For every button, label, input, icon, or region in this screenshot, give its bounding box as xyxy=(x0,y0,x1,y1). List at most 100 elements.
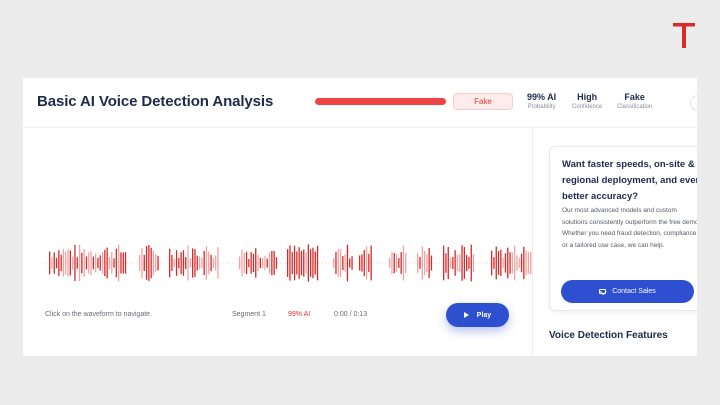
waveform-bar xyxy=(507,247,509,279)
stat-probability-label: Probability xyxy=(527,104,556,110)
waveform-bar xyxy=(419,257,421,269)
waveform-bar xyxy=(312,247,314,279)
waveform-bar xyxy=(152,250,155,276)
waveform-bar xyxy=(104,250,106,277)
contact-sales-button[interactable]: Contact Sales xyxy=(561,280,694,303)
waveform-bar xyxy=(192,248,194,278)
waveform-bar xyxy=(305,252,307,274)
waveform-bar xyxy=(198,256,201,270)
waveform-bar xyxy=(530,251,532,275)
waveform-bar xyxy=(194,249,196,277)
waveform-bar xyxy=(90,250,92,276)
info-circle-icon[interactable] xyxy=(690,95,697,111)
promo-title: Want faster speeds, on-site & regional d… xyxy=(562,159,697,202)
waveform-bar xyxy=(248,258,250,268)
waveform-bar xyxy=(58,250,60,276)
waveform-bar xyxy=(307,244,309,282)
waveform-bar xyxy=(361,254,363,272)
waveform-bar xyxy=(203,250,205,275)
waveform-bar xyxy=(527,252,530,274)
waveform-bar xyxy=(430,255,433,271)
waveform-bar xyxy=(85,256,88,270)
waveform-bar xyxy=(391,251,393,275)
waveform-bar xyxy=(349,258,351,268)
play-button-label: Play xyxy=(476,311,492,319)
waveform-bar xyxy=(316,245,319,281)
waveform-bar xyxy=(443,245,445,281)
contact-sales-label: Contact Sales xyxy=(612,288,656,295)
play-button[interactable]: Play xyxy=(446,303,509,327)
waveform-bar xyxy=(124,252,127,274)
waveform-bar xyxy=(65,251,67,275)
waveform-bar xyxy=(120,252,122,274)
segment-label: Segment 1 xyxy=(232,311,266,318)
waveform-bar xyxy=(463,247,465,279)
waveform-bar xyxy=(468,257,470,269)
waveform-bar xyxy=(139,255,141,271)
waveform-bar xyxy=(243,252,245,273)
waveform-bar xyxy=(310,249,312,277)
waveform-bar xyxy=(155,254,157,272)
waveform-bar xyxy=(497,251,500,275)
playback-time: 0:00 / 0:13 xyxy=(334,311,368,318)
waveform-bar xyxy=(518,258,520,268)
waveform-bar xyxy=(459,254,461,272)
waveform-bar xyxy=(252,253,255,272)
waveform-bar xyxy=(368,253,370,273)
waveform-bar xyxy=(365,246,368,280)
waveform-bar xyxy=(111,252,113,274)
waveform-bar xyxy=(303,249,305,277)
t-logo-icon[interactable] xyxy=(671,20,697,50)
waveform-bar xyxy=(101,251,104,274)
waveform-bar xyxy=(454,250,456,276)
waveform-bar xyxy=(495,246,497,280)
waveform-bar xyxy=(173,258,175,268)
waveform-bar xyxy=(171,255,173,271)
waveform-bar xyxy=(255,248,257,278)
waveform-bar xyxy=(493,257,495,269)
waveform-bar xyxy=(344,254,346,272)
waveform-bar xyxy=(143,254,145,271)
waveform-bar xyxy=(339,248,342,278)
stat-classification: Fake Classification xyxy=(617,92,652,112)
waveform-bar xyxy=(389,257,391,269)
waveform-bar xyxy=(405,252,407,273)
waveform-bar xyxy=(525,250,527,276)
waveform-bar xyxy=(169,248,171,278)
waveform-bar xyxy=(182,250,185,276)
waveform-bar xyxy=(196,255,198,271)
waveform-bar xyxy=(145,246,148,280)
waveform-bar xyxy=(466,254,468,272)
waveform-bar xyxy=(417,253,419,273)
waveform-bar xyxy=(461,245,463,281)
waveform-bar xyxy=(359,255,361,271)
verdict-badge: Fake xyxy=(453,93,513,110)
waveform-bar xyxy=(298,247,300,279)
waveform-bar xyxy=(259,257,261,269)
stat-probability-value: 99% AI xyxy=(527,92,557,102)
waveform-bar xyxy=(504,253,507,273)
ai-probability-bar xyxy=(315,98,447,105)
waveform-bar xyxy=(262,257,264,269)
waveform-bar xyxy=(511,252,513,274)
waveform-bar xyxy=(268,252,271,274)
waveform-bar xyxy=(95,253,97,273)
analysis-header: Basic AI Voice Detection Analysis Fake 9… xyxy=(23,78,697,128)
waveform-bar xyxy=(296,251,298,275)
waveform-bar xyxy=(421,246,423,280)
waveform-bar xyxy=(205,246,208,280)
waveform-bar xyxy=(201,257,203,269)
waveform-bar xyxy=(271,250,273,276)
waveform-bar xyxy=(370,245,372,281)
waveform-bar xyxy=(72,256,74,270)
waveform-bar xyxy=(215,255,217,271)
waveform-bar xyxy=(69,250,71,276)
waveform-bar xyxy=(150,247,152,279)
waveform-bar xyxy=(456,254,459,272)
waveform-bar xyxy=(118,244,120,282)
waveform-bar xyxy=(426,253,428,273)
waveform-bar xyxy=(178,257,180,269)
waveform-bar xyxy=(208,251,210,275)
audio-waveform[interactable] xyxy=(41,241,537,285)
waveform-bar xyxy=(76,257,78,269)
